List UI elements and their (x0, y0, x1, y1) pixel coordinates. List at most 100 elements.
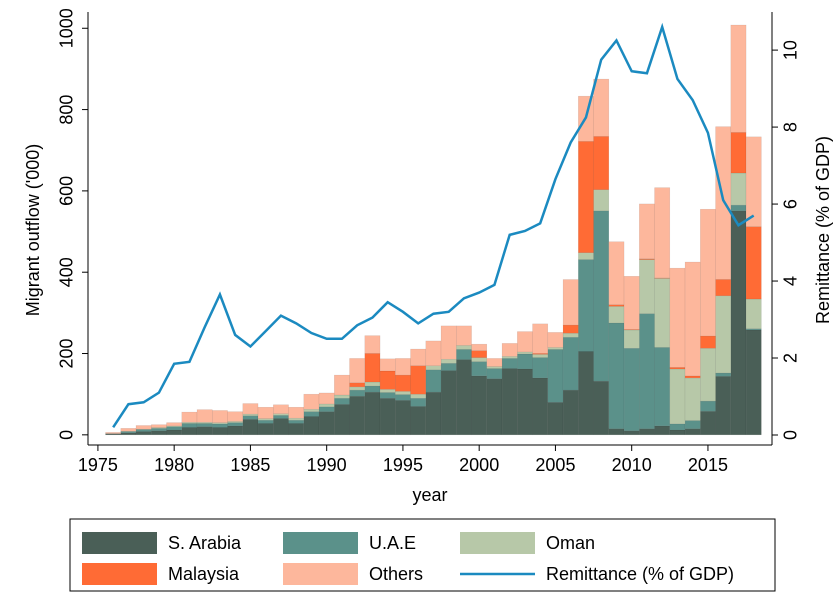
bar-segment (120, 428, 137, 432)
bar-segment (562, 389, 579, 436)
bar-segment (715, 372, 732, 377)
bar-segment (349, 386, 366, 391)
bar-segment (715, 126, 732, 280)
bar-segment (669, 423, 686, 431)
bar-segment (273, 404, 289, 414)
legend-box (69, 518, 776, 592)
bar-segment (562, 324, 579, 334)
bar-segment (440, 358, 457, 364)
bar-segment (547, 347, 564, 350)
bar-segment (745, 329, 762, 436)
bar-segment (745, 136, 762, 227)
bar-segment (151, 428, 167, 432)
y2-axis-title: Remittance (% of GDP) (813, 136, 833, 324)
bar-segment (593, 380, 610, 436)
bar-segment (440, 370, 457, 436)
bar-segment (395, 374, 411, 392)
bar-segment (273, 415, 289, 419)
legend-swatch (82, 563, 157, 585)
y-tick-label: 400 (57, 257, 77, 287)
bar-segment (395, 400, 411, 436)
y-tick-label: 800 (57, 95, 77, 125)
bar-segment (151, 424, 167, 428)
y-tick-label: 600 (57, 176, 77, 206)
y2-tick-label: 10 (781, 40, 801, 60)
bar-segment (257, 419, 274, 424)
y2-tick-label: 8 (781, 122, 801, 132)
bar-segment (242, 403, 259, 415)
bar-segment (684, 377, 701, 421)
bar-segment (517, 368, 533, 436)
bar-segment (715, 279, 732, 297)
bar-segment (349, 395, 366, 436)
bar-segment (669, 267, 686, 368)
bar-segment (654, 425, 671, 436)
bar-segment (684, 428, 701, 436)
x-tick-label: 1975 (78, 455, 118, 475)
bar-segment (318, 403, 335, 408)
bar-segment (578, 252, 594, 260)
x-tick-label: 1995 (383, 455, 423, 475)
bar-segment (486, 358, 503, 367)
bar-segment (471, 375, 488, 436)
bar-segment (227, 425, 244, 436)
bar-segment (364, 353, 381, 383)
bar-segment (517, 351, 533, 355)
bar-segment (623, 347, 640, 432)
legend-swatch (460, 532, 535, 554)
bar-segment (410, 365, 427, 395)
bar-segment (700, 208, 716, 337)
bar-segment (562, 337, 579, 391)
bar-segment (379, 397, 396, 436)
bar-segment (379, 389, 396, 393)
bar-segment (471, 357, 488, 362)
bar-segment (166, 429, 183, 436)
bar-segment (135, 429, 152, 432)
bar-segment (608, 241, 625, 305)
bar-segment (532, 357, 549, 379)
bar-segment (700, 411, 716, 436)
bar-segment (395, 391, 411, 395)
legend-label: S. Arabia (168, 533, 242, 553)
bar-segment (456, 345, 472, 350)
bar-segment (471, 350, 488, 358)
bar-segment (623, 276, 640, 330)
bar-segment (639, 428, 655, 436)
bar-segment (547, 402, 564, 436)
bar-segment (562, 279, 579, 326)
bar-segment (578, 141, 594, 253)
bar-segment (379, 358, 396, 372)
x-tick-label: 2000 (459, 455, 499, 475)
bar-segment (257, 418, 274, 421)
bar-segment (273, 418, 289, 436)
bar-segment (349, 382, 366, 388)
bar-segment (379, 392, 396, 399)
bar-segment (486, 378, 503, 436)
bar-segment (440, 363, 457, 371)
bar-segment (349, 358, 366, 384)
bar-segment (532, 377, 549, 436)
bar-segment (395, 394, 411, 401)
bar-segment (334, 394, 350, 399)
bar-segment (227, 411, 244, 422)
bar-segment (303, 411, 320, 417)
bar-segment (196, 426, 213, 436)
bar-segment (547, 349, 564, 403)
bar-segment (135, 431, 152, 436)
bar-segment (425, 391, 442, 436)
bar-segment (410, 393, 427, 399)
legend-label: Others (369, 564, 423, 584)
x-tick-label: 2010 (612, 455, 652, 475)
bar-segment (745, 298, 762, 329)
x-tick-label: 2005 (535, 455, 575, 475)
bar-segment (288, 417, 305, 421)
y-tick-label: 0 (57, 430, 77, 440)
y-tick-label: 1000 (57, 8, 77, 48)
bar-segment (532, 354, 549, 358)
bar-segment (623, 430, 640, 436)
bar-segment (318, 411, 335, 436)
bar-segment (684, 261, 701, 377)
bar-segment (227, 422, 244, 427)
bar-segment (425, 365, 442, 371)
